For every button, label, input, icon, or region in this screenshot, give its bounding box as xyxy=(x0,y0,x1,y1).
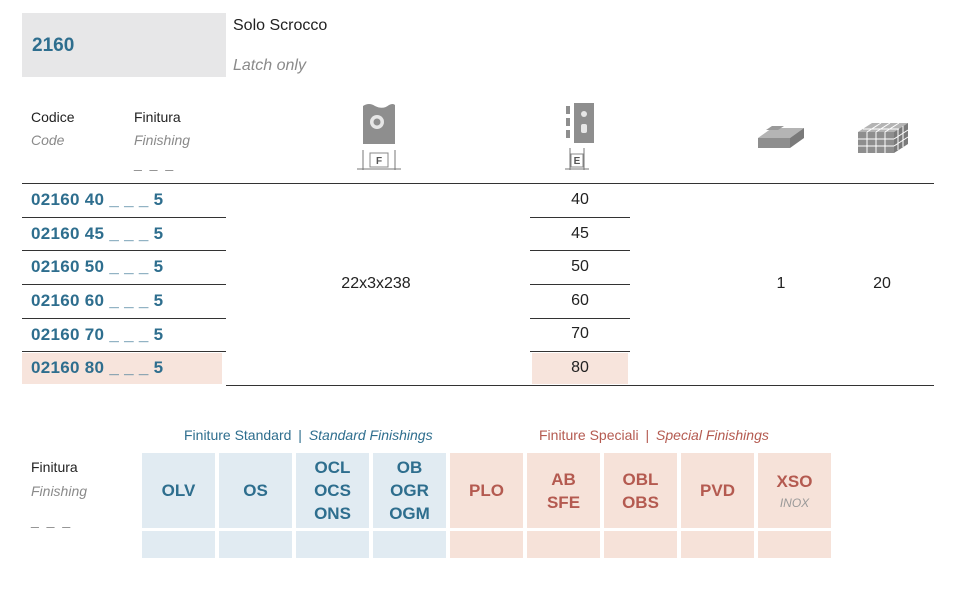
finish-code: OBS xyxy=(622,492,659,512)
finish-option-ab-sfe: AB SFE xyxy=(527,453,600,528)
title-separator: | xyxy=(298,427,302,443)
table-header-rule xyxy=(22,183,934,184)
row-divider xyxy=(22,250,226,251)
finish-code: OGR xyxy=(390,481,429,500)
table-row-e-value: 45 xyxy=(571,225,589,242)
finish-cell-empty xyxy=(450,531,523,558)
finish-code: OBL xyxy=(622,469,659,489)
finish-label: Finitura xyxy=(31,459,78,475)
finish-code: OLV xyxy=(161,481,196,500)
standard-finishes-title-it: Finiture Standard xyxy=(184,427,292,443)
row-divider xyxy=(530,318,630,319)
finish-code: ONS xyxy=(314,504,351,523)
table-row-e-value: 80 xyxy=(571,359,589,376)
finish-cell-empty xyxy=(527,531,600,558)
finish-code: OGM xyxy=(389,504,430,523)
table-row-code: 02160 70 _ _ _ 5 xyxy=(31,325,164,344)
column-code-label: Codice xyxy=(31,109,75,125)
finish-label-en: Finishing xyxy=(31,483,88,499)
row-highlight-code xyxy=(22,353,222,384)
finish-cell-empty xyxy=(296,531,369,558)
finish-code: OB xyxy=(396,458,423,477)
finish-cell-empty xyxy=(681,531,754,558)
finish-cell-empty xyxy=(604,531,677,558)
finish-option-obl-obs: OBL OBS xyxy=(604,453,677,528)
product-code-box: 2160 xyxy=(22,13,226,77)
finish-code: AB xyxy=(551,469,576,489)
row-divider xyxy=(22,284,226,285)
finish-option-ob-ogr-ogm: OB OGR OGM xyxy=(373,453,446,528)
finish-code: PLO xyxy=(469,481,504,500)
table-row-e-value: 40 xyxy=(571,191,589,208)
finish-option-olv: OLV xyxy=(142,453,215,528)
finish-option-ocl-ocs-ons: OCL OCS ONS xyxy=(296,453,369,528)
f-dimension-label: F xyxy=(376,156,382,167)
column-finish-label: Finitura xyxy=(134,109,181,125)
row-divider xyxy=(530,284,630,285)
single-pack-icon xyxy=(758,126,804,148)
box-pack-icon xyxy=(858,122,909,153)
e-dimension-label: E xyxy=(574,156,581,167)
finish-cell-empty xyxy=(373,531,446,558)
table-row-e-value: 50 xyxy=(571,258,589,275)
special-finishes-title-it: Finiture Speciali xyxy=(539,427,639,443)
finish-dash: _ _ _ xyxy=(31,512,73,528)
table-row-code: 02160 80 _ _ _ 5 xyxy=(31,358,164,377)
finish-code: OS xyxy=(243,481,268,500)
standard-finishes-title-en: Standard Finishings xyxy=(308,427,433,443)
table-bottom-rule xyxy=(226,385,934,386)
table-row-e-value: 60 xyxy=(571,292,589,309)
table-row-code: 02160 40 _ _ _ 5 xyxy=(31,190,164,209)
finish-code: XSO xyxy=(776,472,813,491)
row-highlight-e xyxy=(532,353,628,384)
lock-body-icon: E xyxy=(565,103,594,170)
special-finishes-title: Finiture Speciali | Special Finishings xyxy=(539,427,769,443)
finish-code: OCL xyxy=(314,458,351,477)
column-finish-label-en: Finishing xyxy=(134,132,191,148)
faceplate-dimensions: 22x3x238 xyxy=(341,275,411,292)
special-finishes-title-en: Special Finishings xyxy=(656,427,769,443)
table-row-code: 02160 50 _ _ _ 5 xyxy=(31,257,164,276)
row-divider xyxy=(22,217,226,218)
finish-cell-empty xyxy=(142,531,215,558)
finish-option-xso: XSO INOX xyxy=(758,453,831,528)
row-divider xyxy=(22,351,226,352)
pack-quantity: 1 xyxy=(776,275,786,292)
row-divider xyxy=(530,250,630,251)
product-title: Solo Scrocco xyxy=(233,17,328,34)
finish-option-os: OS xyxy=(219,453,292,528)
finish-subtext: INOX xyxy=(779,496,810,510)
finish-option-pvd: PVD xyxy=(681,453,754,528)
finish-cell-empty xyxy=(219,531,292,558)
finish-cell-empty xyxy=(758,531,831,558)
column-finish-dash: _ _ _ xyxy=(134,155,176,171)
title-separator: | xyxy=(645,427,650,443)
table-row-code: 02160 60 _ _ _ 5 xyxy=(31,291,164,310)
row-divider xyxy=(22,318,226,319)
product-subtitle: Latch only xyxy=(233,57,306,74)
finish-code: PVD xyxy=(700,481,735,500)
product-code: 2160 xyxy=(32,35,75,56)
finish-option-plo: PLO xyxy=(450,453,523,528)
finish-code: OCS xyxy=(314,481,351,500)
row-divider xyxy=(530,217,630,218)
box-quantity: 20 xyxy=(873,275,891,292)
row-divider xyxy=(530,351,630,352)
table-row-e-value: 70 xyxy=(571,325,589,342)
finish-code: SFE xyxy=(546,492,581,512)
standard-finishes-title: Finiture Standard | Standard Finishings xyxy=(184,427,433,443)
table-row-code: 02160 45 _ _ _ 5 xyxy=(31,224,164,243)
faceplate-icon: F xyxy=(357,104,401,170)
column-code-label-en: Code xyxy=(31,132,65,148)
